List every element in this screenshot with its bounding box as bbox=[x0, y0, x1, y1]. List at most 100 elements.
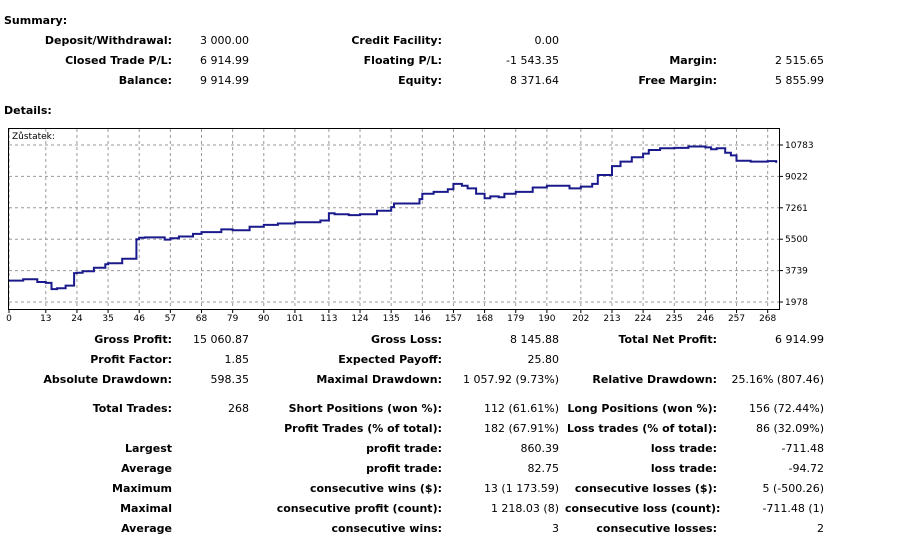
x-tick-label: 79 bbox=[227, 314, 239, 324]
floating-pl-label: Floating P/L: bbox=[363, 54, 442, 67]
details-value: 860.39 bbox=[520, 442, 560, 455]
equity-value: 8 371.64 bbox=[510, 74, 559, 87]
balance-series-line bbox=[9, 145, 778, 291]
details-label: Absolute Drawdown: bbox=[43, 373, 172, 386]
deposit-withdrawal-label: Deposit/Withdrawal: bbox=[44, 34, 172, 47]
details-label: Total Net Profit: bbox=[618, 333, 718, 346]
details-value: 25.16% (807.46) bbox=[731, 373, 824, 386]
free-margin-label: Free Margin: bbox=[638, 74, 717, 87]
deposit-withdrawal-value: 3 000.00 bbox=[200, 34, 249, 47]
x-tick-label: 57 bbox=[165, 314, 176, 324]
balance-label: Balance: bbox=[118, 74, 172, 87]
details-label: Long Positions (won %): bbox=[567, 402, 717, 415]
details-value: 8 145.88 bbox=[510, 333, 559, 346]
x-tick-label: 46 bbox=[133, 314, 145, 324]
details-value: -94.72 bbox=[788, 462, 824, 475]
details-label: consecutive wins ($): bbox=[309, 482, 442, 495]
details-value: 25.80 bbox=[527, 353, 560, 366]
credit-facility-label: Credit Facility: bbox=[351, 34, 442, 47]
x-tick-label: 190 bbox=[538, 314, 555, 324]
x-tick-label: 157 bbox=[445, 314, 462, 324]
details-label: Total Trades: bbox=[92, 402, 172, 415]
details-label: Profit Trades (% of total): bbox=[284, 422, 442, 435]
details-label: Gross Profit: bbox=[94, 333, 172, 346]
x-tick-label: 268 bbox=[759, 314, 776, 324]
x-tick-label: 124 bbox=[351, 314, 368, 324]
details-label: Gross Loss: bbox=[371, 333, 442, 346]
x-tick-label: 13 bbox=[40, 314, 51, 324]
details-label: loss trade: bbox=[650, 442, 717, 455]
y-tick-label: 5500 bbox=[785, 235, 808, 245]
x-tick-label: 179 bbox=[507, 314, 524, 324]
details-label: consecutive profit (count): bbox=[276, 502, 442, 515]
details-value: 1 057.92 (9.73%) bbox=[462, 373, 559, 386]
x-tick-label: 246 bbox=[697, 314, 714, 324]
chart-title: Zůstatek: bbox=[12, 131, 55, 142]
margin-value: 2 515.65 bbox=[775, 54, 824, 67]
details-label: Maximum bbox=[112, 482, 172, 495]
credit-facility-value: 0.00 bbox=[534, 34, 560, 47]
details-value: 13 (1 173.59) bbox=[483, 482, 559, 495]
balance-chart: Zůstatek: bbox=[8, 128, 780, 310]
details-label: Relative Drawdown: bbox=[592, 373, 717, 386]
y-tick-label: 9022 bbox=[785, 172, 808, 182]
balance-chart-svg: Zůstatek: bbox=[9, 129, 779, 309]
details-value: 156 (72.44%) bbox=[748, 402, 824, 415]
details-label: Profit Factor: bbox=[90, 353, 172, 366]
details-value: 182 (67.91%) bbox=[483, 422, 559, 435]
equity-label: Equity: bbox=[398, 74, 442, 87]
details-value: 82.75 bbox=[527, 462, 560, 475]
closed-trade-pl-value: 6 914.99 bbox=[200, 54, 249, 67]
details-label: consecutive losses ($): bbox=[574, 482, 717, 495]
details-value: 15 060.87 bbox=[193, 333, 249, 346]
y-tick-label: 1978 bbox=[785, 298, 808, 308]
x-tick-label: 235 bbox=[666, 314, 683, 324]
details-label: Short Positions (won %): bbox=[288, 402, 442, 415]
x-tick-label: 213 bbox=[603, 314, 620, 324]
free-margin-value: 5 855.99 bbox=[775, 74, 824, 87]
details-label: profit trade: bbox=[366, 442, 442, 455]
x-tick-label: 35 bbox=[102, 314, 113, 324]
x-tick-label: 135 bbox=[383, 314, 400, 324]
details-value: 1.85 bbox=[224, 353, 250, 366]
details-value: 86 (32.09%) bbox=[755, 422, 824, 435]
details-label: consecutive losses: bbox=[596, 522, 717, 535]
details-label: consecutive wins: bbox=[331, 522, 442, 535]
y-tick-label: 3739 bbox=[785, 267, 808, 277]
details-value: 1 218.03 (8) bbox=[490, 502, 559, 515]
details-value: 5 (-500.26) bbox=[762, 482, 824, 495]
x-tick-label: 146 bbox=[414, 314, 431, 324]
details-label: Average bbox=[121, 522, 172, 535]
details-label: Loss trades (% of total): bbox=[566, 422, 717, 435]
details-value: -711.48 (1) bbox=[762, 502, 824, 515]
y-tick-label: 7261 bbox=[785, 204, 808, 214]
details-label: Maximal Drawdown: bbox=[316, 373, 442, 386]
x-tick-label: 224 bbox=[635, 314, 652, 324]
details-value: 268 bbox=[228, 402, 249, 415]
x-tick-label: 0 bbox=[6, 314, 12, 324]
balance-value: 9 914.99 bbox=[200, 74, 249, 87]
details-label: Average bbox=[121, 462, 172, 475]
y-tick-label: 10783 bbox=[785, 141, 814, 151]
details-value: 3 bbox=[552, 522, 559, 535]
details-value: 6 914.99 bbox=[775, 333, 824, 346]
floating-pl-value: -1 543.35 bbox=[506, 54, 559, 67]
details-value: 598.35 bbox=[210, 373, 250, 386]
x-tick-label: 24 bbox=[71, 314, 83, 324]
details-label: profit trade: bbox=[366, 462, 442, 475]
details-label: Expected Payoff: bbox=[338, 353, 442, 366]
details-label: Largest bbox=[125, 442, 172, 455]
closed-trade-pl-label: Closed Trade P/L: bbox=[65, 54, 172, 67]
x-tick-label: 101 bbox=[286, 314, 303, 324]
details-value: 112 (61.61%) bbox=[483, 402, 559, 415]
x-tick-label: 113 bbox=[320, 314, 337, 324]
summary-title: Summary: bbox=[4, 14, 68, 27]
x-tick-label: 202 bbox=[572, 314, 589, 324]
details-label: loss trade: bbox=[650, 462, 717, 475]
details-label: consecutive loss (count): bbox=[565, 502, 721, 515]
margin-label: Margin: bbox=[669, 54, 717, 67]
details-label: Maximal bbox=[120, 502, 172, 515]
details-value: 2 bbox=[817, 522, 824, 535]
details-value: -711.48 bbox=[781, 442, 824, 455]
x-tick-label: 168 bbox=[476, 314, 493, 324]
